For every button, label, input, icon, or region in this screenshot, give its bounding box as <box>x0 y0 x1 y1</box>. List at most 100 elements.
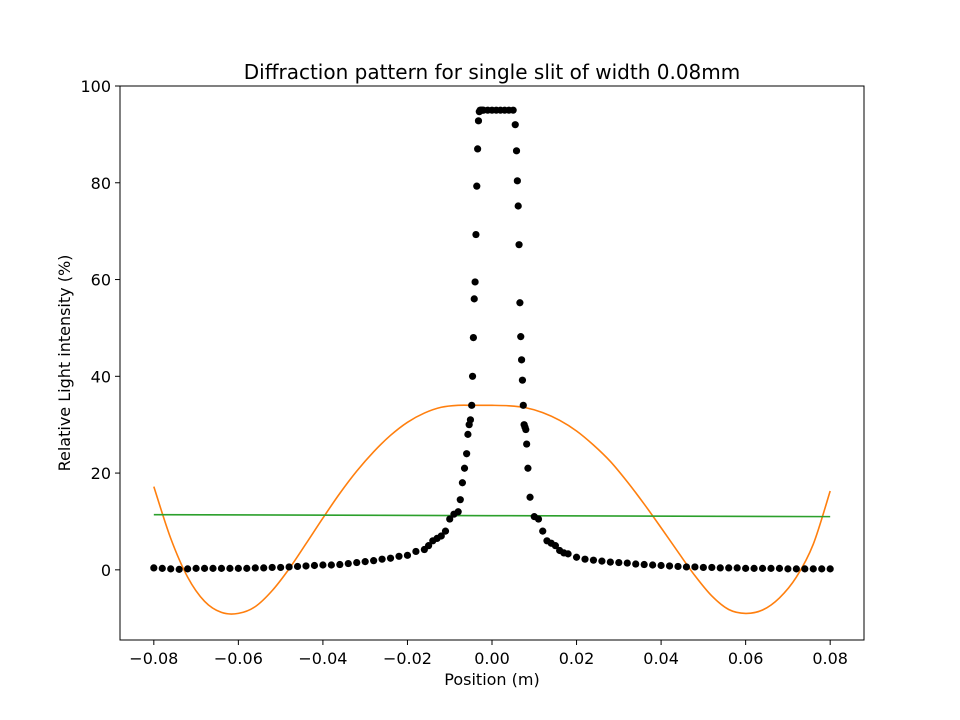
data-point <box>437 532 445 540</box>
x-tick-label: −0.02 <box>383 649 432 668</box>
data-point <box>733 564 741 572</box>
data-point <box>665 562 674 570</box>
data-point <box>674 562 682 571</box>
data-point <box>192 564 200 572</box>
data-point <box>784 565 792 573</box>
data-point <box>534 515 543 523</box>
data-point <box>395 552 403 560</box>
data-point <box>511 121 519 129</box>
data-point <box>826 565 834 573</box>
data-point <box>682 563 691 571</box>
data-point <box>361 558 369 566</box>
data-point <box>277 563 285 572</box>
data-point <box>403 551 412 559</box>
y-tick-label: 60 <box>91 271 111 290</box>
data-point <box>424 542 433 550</box>
x-tick-label: −0.08 <box>129 649 178 668</box>
data-point <box>716 564 724 572</box>
data-point <box>386 554 395 562</box>
data-point <box>217 564 226 572</box>
data-point <box>454 508 462 516</box>
data-point <box>742 564 750 572</box>
y-tick-label: 20 <box>91 464 111 483</box>
series-layer <box>150 106 834 615</box>
data-point <box>517 333 525 341</box>
data-point <box>472 230 480 239</box>
data-point <box>473 182 481 190</box>
data-point <box>767 564 775 572</box>
x-tick-label: 0.06 <box>728 649 764 668</box>
data-point <box>167 565 175 573</box>
data-point <box>514 202 522 210</box>
data-point <box>474 117 483 125</box>
data-point <box>792 565 800 573</box>
data-point <box>551 542 560 550</box>
data-point <box>251 564 259 572</box>
data-point <box>801 565 809 573</box>
x-tick-label: 0.02 <box>559 649 595 668</box>
data-point <box>818 565 826 573</box>
x-tick-label: 0.00 <box>474 649 510 668</box>
data-point <box>632 560 640 568</box>
data-point <box>302 562 310 570</box>
data-point <box>517 356 526 364</box>
y-tick-label: 80 <box>91 174 111 193</box>
data-point <box>464 430 472 438</box>
data-point <box>515 241 523 249</box>
data-point <box>243 564 251 572</box>
data-point <box>446 515 454 523</box>
series-line-1 <box>153 404 831 615</box>
chart-title: Diffraction pattern for single slit of w… <box>244 60 741 84</box>
data-point <box>469 333 477 342</box>
data-point <box>526 493 534 501</box>
y-tick-label: 40 <box>91 367 111 386</box>
data-point <box>460 464 469 472</box>
data-point <box>518 376 527 384</box>
x-axis: −0.08 −0.06 −0.04 −0.02 0.00 0.02 0.04 0.06 0.08 <box>129 640 848 668</box>
data-point <box>470 295 478 303</box>
data-point <box>468 401 476 409</box>
data-point <box>150 564 158 572</box>
y-tick-label: 0 <box>101 561 111 580</box>
data-point <box>310 561 319 570</box>
data-point <box>509 106 517 114</box>
data-point <box>184 565 192 573</box>
data-point <box>234 564 242 572</box>
x-tick-label: −0.04 <box>298 649 347 668</box>
data-point <box>691 563 699 571</box>
data-point <box>516 299 524 307</box>
data-point <box>319 561 327 569</box>
data-point <box>353 558 361 567</box>
y-tick-label: 100 <box>80 77 111 96</box>
y-axis-label: Relative Light intensity (%) <box>55 255 74 472</box>
data-point <box>708 563 716 572</box>
data-point <box>523 440 531 448</box>
data-point <box>226 564 234 572</box>
data-point <box>640 560 648 569</box>
data-point <box>209 564 217 572</box>
data-point <box>458 479 467 487</box>
data-point <box>344 559 352 568</box>
series-line-2 <box>153 513 831 518</box>
data-point <box>758 564 767 572</box>
data-point <box>456 496 464 504</box>
data-point <box>463 450 471 458</box>
data-point <box>524 464 532 472</box>
data-point <box>200 564 209 572</box>
data-point <box>175 565 183 573</box>
data-point <box>581 555 589 563</box>
data-point <box>725 564 733 572</box>
data-point <box>466 416 475 424</box>
x-axis-label: Position (m) <box>444 670 539 689</box>
data-point <box>519 401 527 409</box>
data-point <box>775 564 784 572</box>
data-point <box>285 563 293 571</box>
data-point <box>468 372 477 380</box>
data-point <box>293 562 302 571</box>
data-point <box>474 145 482 153</box>
data-point <box>512 147 521 155</box>
data-point <box>522 425 530 434</box>
data-point <box>412 547 420 556</box>
data-point <box>513 177 521 185</box>
data-point <box>539 527 547 535</box>
